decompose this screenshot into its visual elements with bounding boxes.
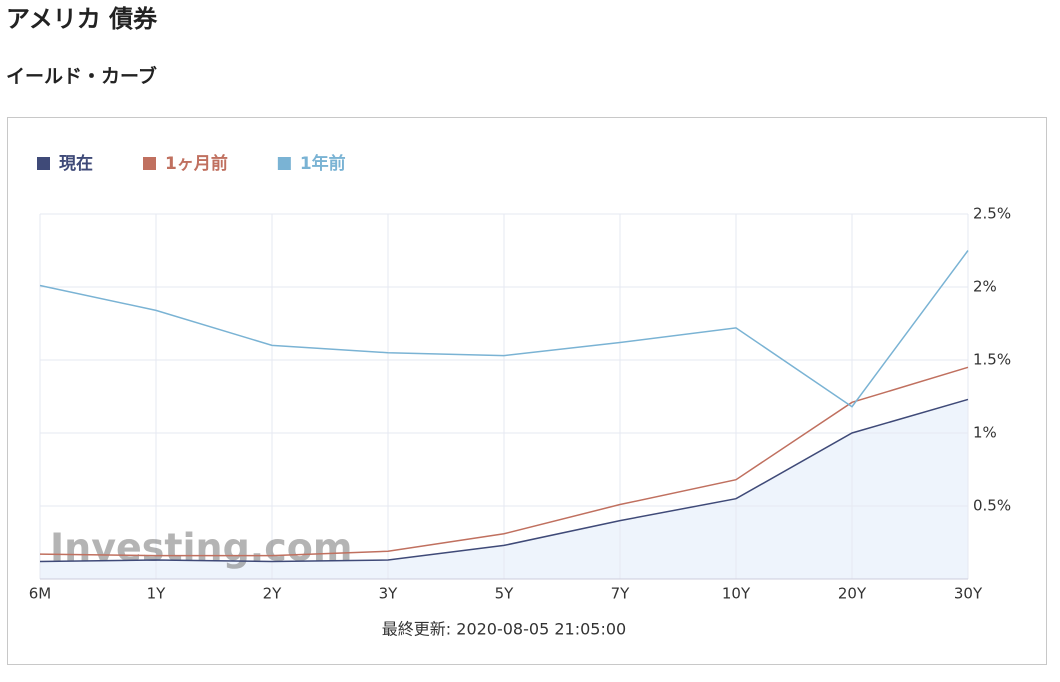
legend-label: 1年前	[300, 153, 346, 174]
legend-label: 1ヶ月前	[165, 153, 228, 174]
y-tick-label: 2.5%	[973, 205, 1011, 223]
x-tick-label: 5Y	[495, 585, 515, 603]
y-tick-label: 2%	[973, 278, 997, 296]
x-tick-label: 10Y	[722, 585, 751, 603]
x-tick-label: 6M	[29, 585, 52, 603]
x-tick-label: 30Y	[954, 585, 983, 603]
y-tick-label: 0.5%	[973, 497, 1011, 515]
x-tick-label: 3Y	[379, 585, 399, 603]
page-title: アメリカ 債券	[6, 5, 158, 33]
watermark: Investing.com	[50, 526, 352, 570]
x-tick-label: 1Y	[147, 585, 167, 603]
chart-frame	[7, 117, 1047, 665]
x-tick-label: 7Y	[611, 585, 631, 603]
x-tick-label: 20Y	[838, 585, 867, 603]
legend-swatch	[37, 157, 50, 170]
y-tick-label: 1%	[973, 424, 997, 442]
series-line	[39, 250, 969, 408]
series-line	[39, 366, 969, 557]
x-tick-label: 2Y	[263, 585, 283, 603]
legend-swatch	[143, 157, 156, 170]
footer-note: 最終更新: 2020-08-05 21:05:00	[382, 620, 626, 639]
legend-label: 現在	[59, 153, 93, 174]
series-line	[39, 398, 969, 563]
section-title: イールド・カーブ	[6, 65, 157, 88]
legend-swatch	[277, 157, 291, 170]
y-tick-label: 1.5%	[973, 351, 1011, 369]
